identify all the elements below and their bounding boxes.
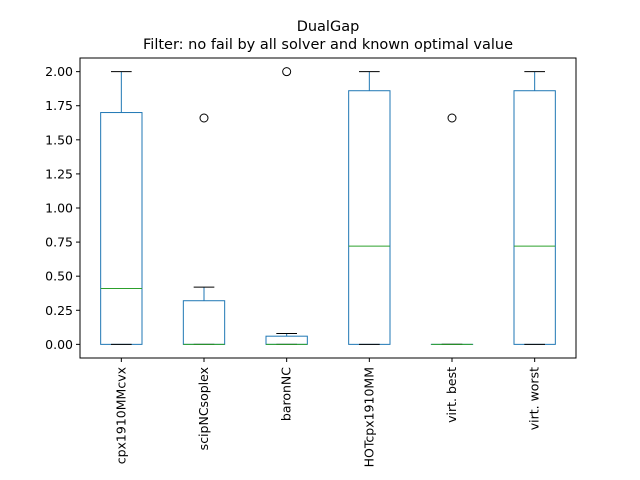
box-iqr (182, 300, 226, 345)
box-iqr (513, 90, 556, 345)
axes-frame (79, 57, 577, 359)
x-tick-label: virt. best (444, 367, 459, 423)
outlier-point (447, 113, 457, 123)
y-tick-label: 1.50 (45, 132, 73, 147)
plot-area: 0.00 0.25 0.50 0.75 1.00 1.25 1.50 1.75 2.00 cpx1… (45, 57, 577, 467)
x-tick-label: virt. worst (527, 367, 542, 430)
y-tick-label: 1.00 (45, 201, 73, 216)
y-tick-label: 2.00 (45, 64, 73, 79)
y-tick-label: 1.25 (45, 166, 73, 181)
chart-title: DualGap (297, 19, 360, 35)
x-tick-label: baronNC (279, 367, 294, 421)
y-tick-label: 0.25 (45, 303, 73, 318)
outlier-point (282, 67, 292, 77)
box-iqr (100, 112, 143, 345)
x-tick-label: HOTcpx1910MM (361, 367, 376, 467)
y-tick-label: 0.50 (45, 269, 73, 284)
x-tick-label: scipNCsoplex (196, 367, 211, 450)
box-iqr (265, 335, 308, 345)
box-iqr (348, 90, 391, 345)
chart-subtitle: Filter: no fail by all solver and known … (143, 37, 513, 53)
outlier-point (199, 113, 209, 123)
x-tick-label: cpx1910MMcvx (113, 367, 128, 464)
y-tick-label: 1.75 (45, 98, 73, 113)
y-tick-label: 0.00 (45, 337, 73, 352)
y-tick-label: 0.75 (45, 235, 73, 250)
